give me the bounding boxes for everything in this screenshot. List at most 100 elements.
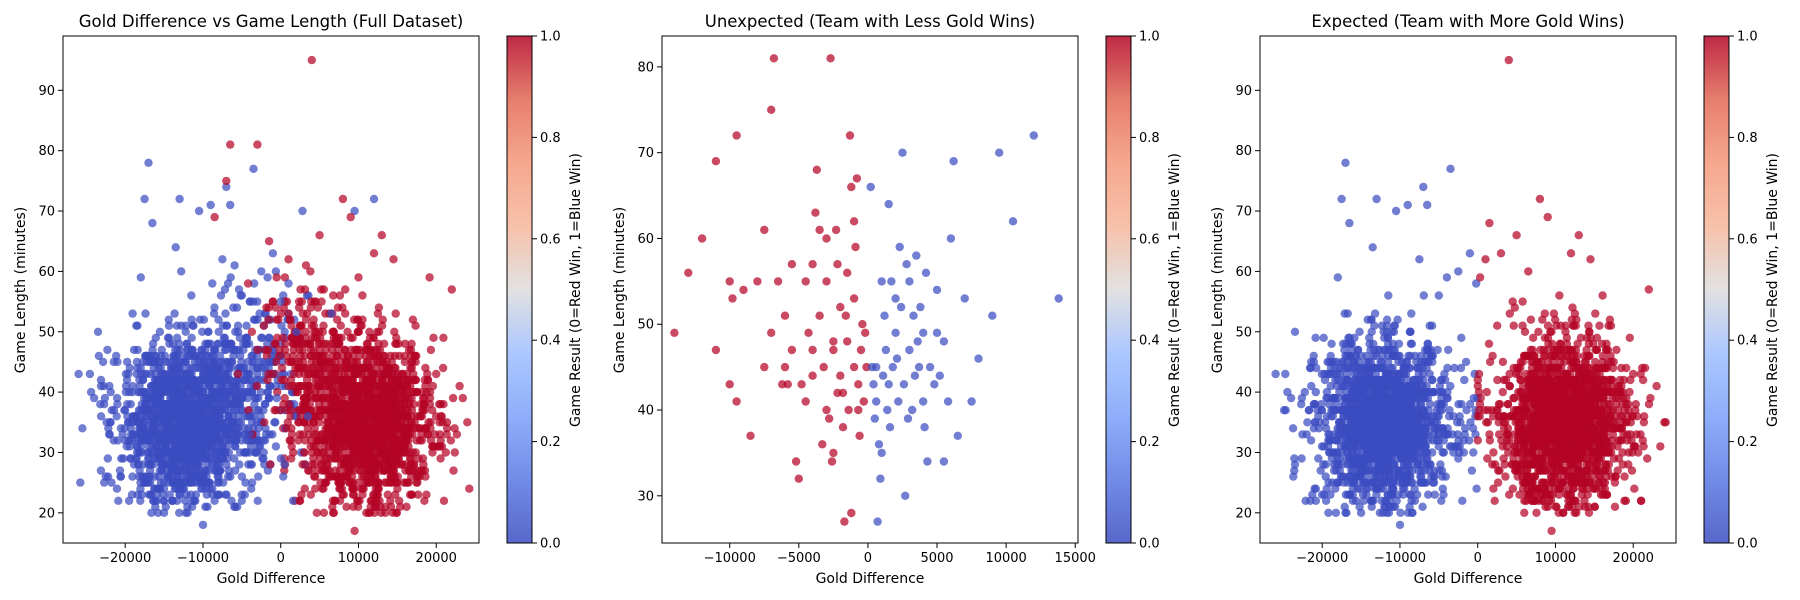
cluster-point [209,309,219,318]
cluster-point [1297,400,1306,409]
data-point [74,369,83,379]
cluster-point [284,309,293,318]
cluster-point [178,442,188,451]
cluster-point [465,484,474,493]
cluster-point [155,327,165,336]
cluster-point [450,448,459,457]
data-point [838,423,848,432]
cluster-point [312,406,321,415]
cluster-point [133,345,142,355]
data-point [769,54,779,63]
cluster-point [349,436,358,445]
data-point [145,406,155,415]
cluster-point [164,315,173,324]
cluster-point [128,387,137,397]
data-point [198,520,208,530]
data-point [389,255,398,264]
data-point [397,448,406,457]
data-point [156,430,165,439]
y-tick-label: 30 [637,489,654,504]
cluster-point [103,345,112,355]
cluster-point [155,412,164,421]
data-point [330,496,340,505]
cluster-point [198,387,207,397]
data-point [206,200,215,210]
data-point [191,424,200,433]
data-point [829,337,838,346]
cluster-point [199,369,208,379]
cluster-point [450,424,459,433]
cluster-point [202,412,211,421]
data-point [187,291,196,300]
cluster-point [213,472,222,481]
data-point [845,131,855,140]
data-point [1008,217,1018,226]
data-point [725,277,734,286]
cluster-point [150,369,160,379]
data-point [960,294,969,303]
y-tick-label: 50 [38,325,55,340]
data-point [725,380,734,389]
colorbar-gradient [1106,36,1131,543]
data-point [815,311,824,320]
colorbar: 0.00.20.40.60.81.0 Game Result (0=Red Wi… [1105,30,1183,552]
cluster-point [253,297,262,306]
data-point [183,502,192,511]
data-point [877,277,886,286]
cluster-point [438,363,448,373]
x-tick-label: 20000 [416,551,457,566]
cluster-point [240,490,249,499]
cluster-point [234,418,243,427]
data-point [826,54,835,63]
cluster-point [253,345,262,355]
cluster-point [351,387,360,397]
cluster-point [226,273,235,282]
data-point [880,311,889,320]
data-point [241,448,250,457]
cluster-point [449,466,458,475]
cluster-point [248,478,257,487]
cluster-point [213,357,222,367]
cluster-point [96,375,106,385]
data-point [194,206,204,216]
data-point [753,277,762,286]
data-point [136,273,145,282]
data-point [815,225,824,235]
data-point [902,260,911,269]
data-point [404,400,414,409]
cluster-point [260,418,269,427]
data-point [916,302,925,312]
cluster-point [210,303,219,312]
cluster-point [399,478,409,487]
cluster-point [296,285,305,294]
y-tick-label: 80 [637,60,654,75]
scatter-points [670,54,1063,526]
cluster-point [126,400,135,409]
cluster-point [422,490,431,499]
cluster-point [109,357,119,367]
cluster-point [109,436,118,445]
cluster-point [349,502,358,511]
cluster-point [128,472,137,481]
data-point [891,294,900,303]
data-point [778,380,787,389]
cluster-point [439,333,448,342]
cluster-point [331,454,340,463]
data-point [268,249,278,258]
y-tick-label: 60 [38,265,55,280]
data-point [237,291,246,300]
cluster-point [1467,466,1477,475]
y-tick-label: 80 [38,144,55,159]
panel-full-dataset: Gold Difference vs Game Length (Full Dat… [13,12,584,587]
data-point [787,260,797,269]
cluster-point [405,466,414,475]
data-point [354,273,363,282]
data-point [919,328,928,337]
y-tick-label: 20 [38,506,55,521]
cluster-point [1460,375,1469,385]
cluster-point [178,484,187,493]
data-point [132,357,142,367]
data-point [171,243,180,252]
cluster-point [182,339,192,348]
data-point [859,397,868,406]
